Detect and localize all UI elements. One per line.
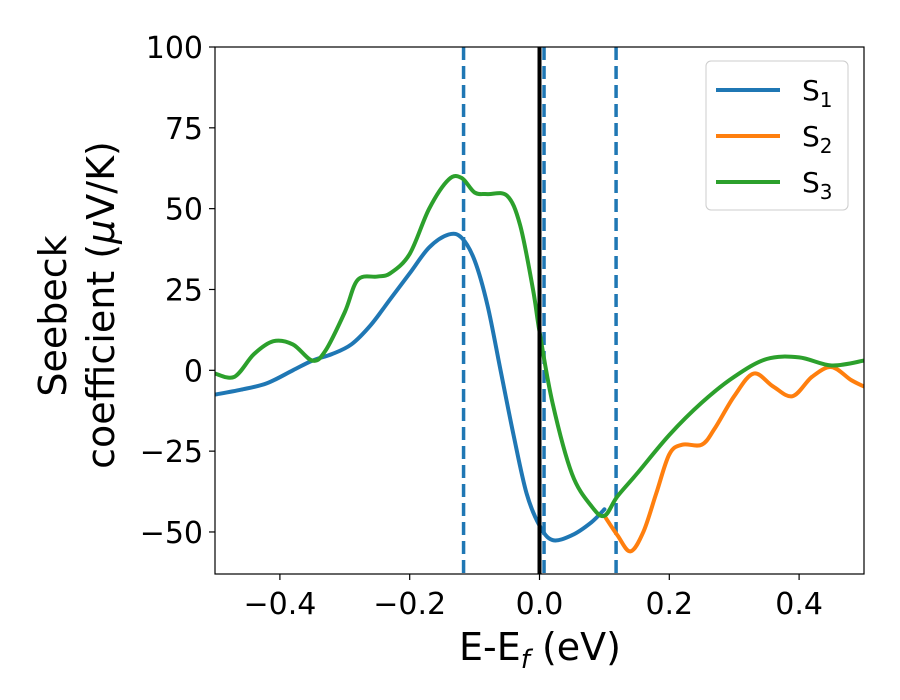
y-axis-label-line2: coefficient (μV/K) (79, 141, 123, 469)
y-tick-label: −50 (140, 516, 203, 551)
y-tick-label: 75 (165, 112, 203, 147)
legend: S1 S2 S3 (705, 60, 849, 211)
x-tick-label: −0.4 (243, 587, 316, 622)
series-line-s1 (215, 231, 607, 543)
x-axis-label: E-Ef (eV) (459, 625, 621, 675)
y-ticks: −50 −25 0 25 50 75 100 (140, 31, 215, 551)
y-axis-label-post: V/K) (79, 141, 123, 220)
y-tick-label: −25 (140, 435, 203, 470)
x-axis-label-rest: (eV) (530, 625, 621, 669)
legend-label-s2: S2 (802, 120, 833, 158)
x-tick-label: 0.2 (645, 587, 693, 622)
x-tick-label: −0.2 (373, 587, 446, 622)
x-tick-label: 0.4 (775, 587, 823, 622)
y-tick-label: 100 (146, 31, 203, 66)
y-tick-label: 25 (165, 273, 203, 308)
legend-label-s1: S1 (802, 74, 833, 112)
y-axis-label-pre: coefficient ( (79, 244, 123, 469)
x-tick-label: 0.0 (516, 587, 564, 622)
series-line-s2 (602, 365, 864, 554)
series-lines (215, 47, 864, 574)
y-axis-label-line1: Seebeck (31, 235, 75, 396)
x-axis-label-main: E-E (459, 625, 521, 669)
y-tick-label: 50 (165, 193, 203, 228)
series-line-s3 (215, 174, 864, 519)
legend-label-s3: S3 (802, 166, 833, 204)
x-ticks: −0.4 −0.2 0.0 0.2 0.4 (243, 574, 823, 622)
y-axis-label-mu: μ (79, 220, 123, 245)
y-tick-label: 0 (184, 354, 203, 389)
